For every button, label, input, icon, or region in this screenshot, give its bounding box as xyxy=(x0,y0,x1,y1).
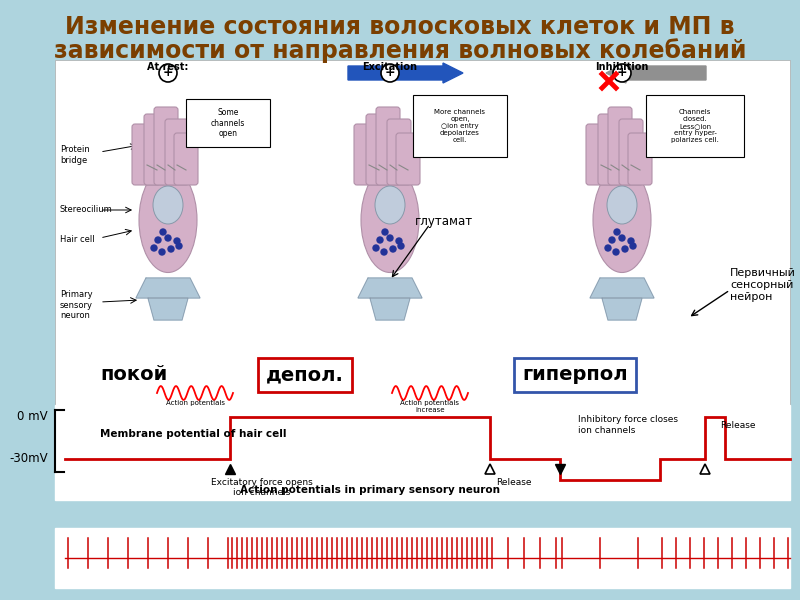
Text: Inhibitory force closes
ion channels: Inhibitory force closes ion channels xyxy=(578,415,678,434)
Ellipse shape xyxy=(605,245,611,251)
Ellipse shape xyxy=(387,235,393,241)
Ellipse shape xyxy=(165,235,171,241)
FancyBboxPatch shape xyxy=(366,114,390,185)
FancyBboxPatch shape xyxy=(154,107,178,185)
FancyBboxPatch shape xyxy=(413,95,507,157)
FancyArrow shape xyxy=(348,63,463,83)
Text: Stereocilium: Stereocilium xyxy=(60,205,113,214)
Text: +: + xyxy=(385,67,395,79)
Ellipse shape xyxy=(174,238,180,244)
Text: At rest:: At rest: xyxy=(147,62,189,72)
Ellipse shape xyxy=(153,186,183,224)
Ellipse shape xyxy=(607,186,637,224)
Ellipse shape xyxy=(593,167,651,272)
Bar xyxy=(55,405,790,500)
Ellipse shape xyxy=(151,245,157,251)
Text: Action potentials: Action potentials xyxy=(166,400,225,406)
Text: Channels
closed.
Less○ion
entry hyper-
polarizes cell.: Channels closed. Less○ion entry hyper- p… xyxy=(671,109,719,143)
Ellipse shape xyxy=(381,249,387,255)
Text: Protein
bridge: Protein bridge xyxy=(60,145,90,164)
Ellipse shape xyxy=(160,229,166,235)
FancyBboxPatch shape xyxy=(186,99,270,147)
FancyBboxPatch shape xyxy=(354,124,382,185)
Text: зависимости от направления волновых колебаний: зависимости от направления волновых коле… xyxy=(54,38,746,63)
Ellipse shape xyxy=(139,167,197,272)
FancyBboxPatch shape xyxy=(258,358,352,392)
Text: глутамат: глутамат xyxy=(415,215,473,229)
Polygon shape xyxy=(590,278,654,298)
Ellipse shape xyxy=(390,246,396,252)
FancyBboxPatch shape xyxy=(132,124,160,185)
FancyBboxPatch shape xyxy=(174,133,198,185)
Text: Membrane potential of hair cell: Membrane potential of hair cell xyxy=(100,429,286,439)
Text: Изменение состояния волосковых клеток и МП в: Изменение состояния волосковых клеток и … xyxy=(66,15,734,39)
FancyBboxPatch shape xyxy=(628,133,652,185)
Text: +: + xyxy=(617,67,627,79)
Ellipse shape xyxy=(614,229,620,235)
Text: Excitatory force opens
ion channels: Excitatory force opens ion channels xyxy=(211,478,313,497)
Ellipse shape xyxy=(382,229,388,235)
Ellipse shape xyxy=(361,167,419,272)
Ellipse shape xyxy=(176,243,182,249)
Text: Release: Release xyxy=(720,421,755,430)
Circle shape xyxy=(159,64,177,82)
Ellipse shape xyxy=(373,245,379,251)
FancyBboxPatch shape xyxy=(598,114,622,185)
Polygon shape xyxy=(136,278,200,298)
Circle shape xyxy=(381,64,399,82)
FancyBboxPatch shape xyxy=(514,358,636,392)
FancyBboxPatch shape xyxy=(586,124,614,185)
Text: Action potentials
increase: Action potentials increase xyxy=(401,400,459,413)
Polygon shape xyxy=(602,298,642,320)
Text: Some
channels
open: Some channels open xyxy=(211,108,245,138)
Text: Action potentials in primary sensory neuron: Action potentials in primary sensory neu… xyxy=(240,485,500,495)
Text: покой: покой xyxy=(100,365,167,385)
Text: -30mV: -30mV xyxy=(10,452,48,466)
Text: Excitation: Excitation xyxy=(362,62,418,72)
Circle shape xyxy=(613,64,631,82)
Ellipse shape xyxy=(630,243,636,249)
Text: Hair cell: Hair cell xyxy=(60,235,94,245)
Bar xyxy=(55,60,790,405)
Ellipse shape xyxy=(159,249,165,255)
Text: +: + xyxy=(162,67,174,79)
FancyBboxPatch shape xyxy=(396,133,420,185)
Text: Primary
sensory
neuron: Primary sensory neuron xyxy=(60,290,93,320)
FancyArrow shape xyxy=(606,63,706,83)
FancyBboxPatch shape xyxy=(608,107,632,185)
Ellipse shape xyxy=(155,237,161,243)
FancyBboxPatch shape xyxy=(165,119,189,185)
Polygon shape xyxy=(358,278,422,298)
Text: Inhibition: Inhibition xyxy=(595,62,649,72)
Ellipse shape xyxy=(613,249,619,255)
Polygon shape xyxy=(148,298,188,320)
Text: More channels
open,
○ion entry
depolarizes
cell.: More channels open, ○ion entry depolariz… xyxy=(434,109,486,143)
Text: Первичный
сенсорный
нейрон: Первичный сенсорный нейрон xyxy=(730,268,796,302)
Text: гиперпол: гиперпол xyxy=(522,365,628,385)
Ellipse shape xyxy=(622,246,628,252)
Ellipse shape xyxy=(377,237,383,243)
Bar xyxy=(55,528,790,588)
FancyBboxPatch shape xyxy=(387,119,411,185)
FancyBboxPatch shape xyxy=(376,107,400,185)
Ellipse shape xyxy=(396,238,402,244)
FancyBboxPatch shape xyxy=(144,114,168,185)
Ellipse shape xyxy=(398,243,404,249)
Text: депол.: депол. xyxy=(266,365,344,385)
Ellipse shape xyxy=(168,246,174,252)
Ellipse shape xyxy=(375,186,405,224)
Text: Release: Release xyxy=(496,478,531,487)
FancyBboxPatch shape xyxy=(619,119,643,185)
FancyBboxPatch shape xyxy=(646,95,744,157)
Ellipse shape xyxy=(609,237,615,243)
Text: 0 mV: 0 mV xyxy=(18,410,48,424)
Ellipse shape xyxy=(619,235,625,241)
Polygon shape xyxy=(370,298,410,320)
Ellipse shape xyxy=(628,238,634,244)
